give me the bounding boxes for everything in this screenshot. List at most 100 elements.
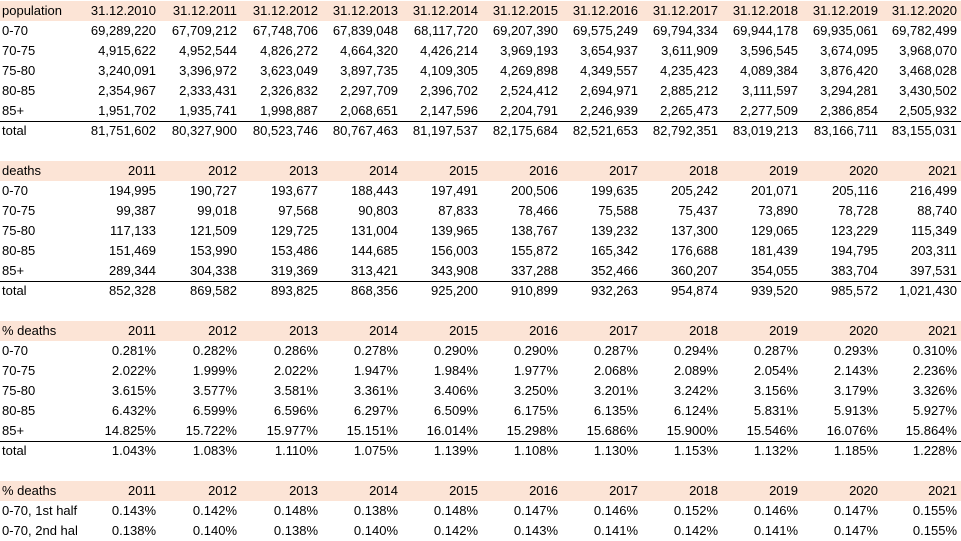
- table-cell[interactable]: 4,269,898: [500, 63, 558, 78]
- table-cell[interactable]: 2,297,709: [340, 83, 398, 98]
- table-cell[interactable]: 2,333,431: [179, 83, 237, 98]
- row-label-cell[interactable]: 70-75: [2, 363, 36, 378]
- table-cell[interactable]: 2,396,702: [420, 83, 478, 98]
- table-cell[interactable]: 1.139%: [433, 443, 478, 458]
- table-cell[interactable]: 0.310%: [912, 343, 957, 358]
- table-cell[interactable]: 5.831%: [753, 403, 798, 418]
- table-cell[interactable]: 16.076%: [826, 423, 878, 438]
- header-cell[interactable]: 2016: [529, 163, 558, 178]
- table-cell[interactable]: 6.599%: [192, 403, 237, 418]
- table-cell[interactable]: 954,874: [671, 283, 718, 298]
- table-cell[interactable]: 3.250%: [513, 383, 558, 398]
- table-cell[interactable]: 78,728: [838, 203, 878, 218]
- table-cell[interactable]: 90,803: [358, 203, 398, 218]
- table-cell[interactable]: 1.947%: [353, 363, 398, 378]
- table-cell[interactable]: 313,421: [351, 263, 398, 278]
- table-cell[interactable]: 0.287%: [753, 343, 798, 358]
- table-cell[interactable]: 0.282%: [192, 343, 237, 358]
- table-cell[interactable]: 0.141%: [753, 523, 798, 538]
- table-cell[interactable]: 1.132%: [753, 443, 798, 458]
- row-label-cell[interactable]: 75-80: [2, 223, 36, 238]
- table-cell[interactable]: 2.143%: [833, 363, 878, 378]
- table-cell[interactable]: 3.615%: [111, 383, 156, 398]
- table-cell[interactable]: 156,003: [431, 243, 478, 258]
- table-cell[interactable]: 15.686%: [586, 423, 638, 438]
- table-cell[interactable]: 893,825: [271, 283, 318, 298]
- table-cell[interactable]: 153,990: [190, 243, 237, 258]
- table-cell[interactable]: 16.014%: [426, 423, 478, 438]
- header-cell[interactable]: 2013: [289, 483, 318, 498]
- table-cell[interactable]: 6.596%: [273, 403, 318, 418]
- table-cell[interactable]: 1.083%: [192, 443, 237, 458]
- table-cell[interactable]: 99,018: [197, 203, 237, 218]
- row-label-cell[interactable]: 0-70: [2, 183, 29, 198]
- header-cell[interactable]: 2011: [128, 323, 156, 338]
- table-cell[interactable]: 2.022%: [273, 363, 318, 378]
- table-cell[interactable]: 67,709,212: [171, 23, 237, 38]
- table-cell[interactable]: 68,117,720: [413, 23, 478, 38]
- table-cell[interactable]: 78,466: [518, 203, 558, 218]
- table-cell[interactable]: 4,952,544: [179, 43, 237, 58]
- table-cell[interactable]: 3,969,193: [500, 43, 558, 58]
- table-cell[interactable]: 69,944,178: [732, 23, 798, 38]
- table-cell[interactable]: 0.147%: [513, 503, 558, 518]
- header-label-cell[interactable]: % deaths: [2, 483, 57, 498]
- header-cell[interactable]: 31.12.2017: [652, 3, 718, 18]
- table-cell[interactable]: 2,068,651: [340, 103, 398, 118]
- table-cell[interactable]: 194,795: [831, 243, 878, 258]
- table-cell[interactable]: 3.406%: [433, 383, 478, 398]
- table-cell[interactable]: 14.825%: [104, 423, 156, 438]
- table-cell[interactable]: 3,968,070: [899, 43, 957, 58]
- table-cell[interactable]: 69,782,499: [891, 23, 957, 38]
- table-cell[interactable]: 75,437: [678, 203, 718, 218]
- table-cell[interactable]: 15.977%: [266, 423, 318, 438]
- table-cell[interactable]: 2,326,832: [260, 83, 318, 98]
- table-cell[interactable]: 176,688: [671, 243, 718, 258]
- table-cell[interactable]: 3,596,545: [740, 43, 798, 58]
- header-cell[interactable]: 2017: [609, 483, 638, 498]
- table-cell[interactable]: 2,246,939: [580, 103, 638, 118]
- table-cell[interactable]: 2.054%: [753, 363, 798, 378]
- table-cell[interactable]: 4,349,557: [580, 63, 638, 78]
- row-label-cell[interactable]: 85+: [2, 423, 25, 438]
- header-cell[interactable]: 2016: [529, 483, 558, 498]
- table-cell[interactable]: 3.326%: [912, 383, 957, 398]
- header-cell[interactable]: 2018: [689, 323, 718, 338]
- table-cell[interactable]: 1,998,887: [260, 103, 318, 118]
- table-cell[interactable]: 82,792,351: [652, 123, 718, 138]
- table-cell[interactable]: 3,654,937: [580, 43, 638, 58]
- header-cell[interactable]: 2013: [289, 323, 318, 338]
- table-cell[interactable]: 925,200: [431, 283, 478, 298]
- table-cell[interactable]: 2,505,932: [899, 103, 957, 118]
- table-cell[interactable]: 67,839,048: [332, 23, 398, 38]
- table-cell[interactable]: 3,623,049: [260, 63, 318, 78]
- header-cell[interactable]: 2020: [849, 483, 878, 498]
- table-cell[interactable]: 1,951,702: [98, 103, 156, 118]
- table-cell[interactable]: 73,890: [758, 203, 798, 218]
- table-cell[interactable]: 3,674,095: [820, 43, 878, 58]
- table-cell[interactable]: 80,767,463: [332, 123, 398, 138]
- table-cell[interactable]: 1.110%: [274, 443, 318, 458]
- table-cell[interactable]: 0.148%: [273, 503, 318, 518]
- table-cell[interactable]: 97,568: [278, 203, 318, 218]
- table-cell[interactable]: 1.185%: [833, 443, 878, 458]
- header-cell[interactable]: 2021: [928, 163, 957, 178]
- table-cell[interactable]: 1.153%: [673, 443, 718, 458]
- table-cell[interactable]: 3,468,028: [899, 63, 957, 78]
- table-cell[interactable]: 201,071: [751, 183, 798, 198]
- table-cell[interactable]: 2.236%: [912, 363, 957, 378]
- table-cell[interactable]: 3.201%: [593, 383, 638, 398]
- header-cell[interactable]: 2012: [208, 323, 237, 338]
- row-label-cell[interactable]: 75-80: [2, 63, 36, 78]
- table-cell[interactable]: 0.155%: [912, 503, 957, 518]
- table-cell[interactable]: 2,277,509: [740, 103, 798, 118]
- header-cell[interactable]: 31.12.2010: [90, 3, 156, 18]
- table-cell[interactable]: 88,740: [917, 203, 957, 218]
- table-cell[interactable]: 0.146%: [753, 503, 798, 518]
- header-cell[interactable]: 2020: [849, 163, 878, 178]
- table-cell[interactable]: 319,369: [271, 263, 318, 278]
- header-cell[interactable]: 2013: [289, 163, 318, 178]
- table-cell[interactable]: 6.509%: [433, 403, 478, 418]
- table-cell[interactable]: 1.130%: [593, 443, 638, 458]
- table-cell[interactable]: 69,935,061: [812, 23, 878, 38]
